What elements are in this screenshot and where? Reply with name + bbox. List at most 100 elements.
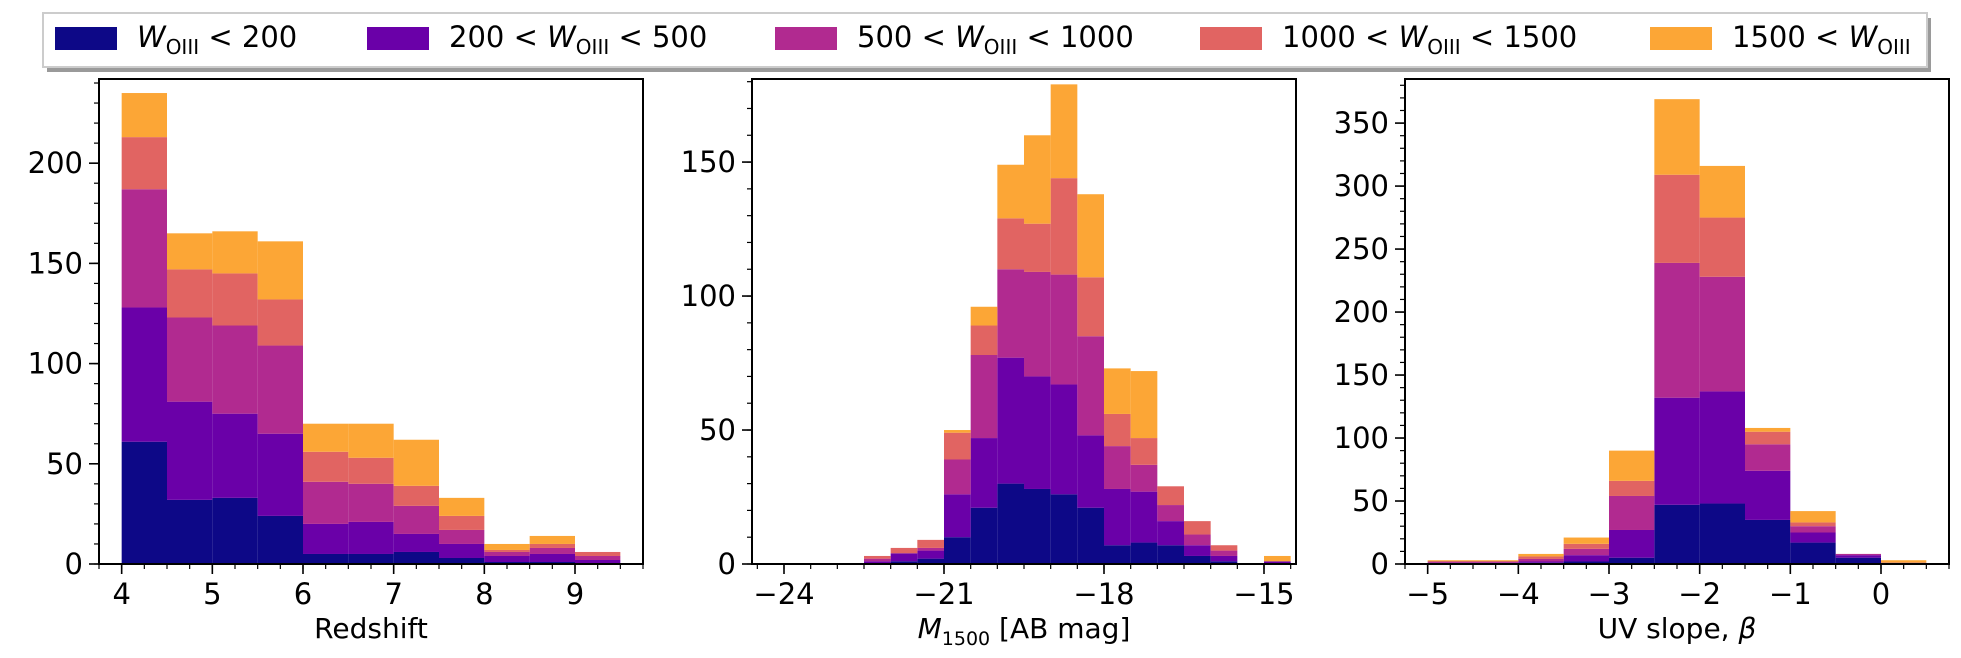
bar-segment [529,561,575,564]
legend-label: 200 < WOIII < 500 [449,20,707,59]
bar-segment [1104,488,1131,546]
bar-segment [484,543,530,550]
bar-segment [529,547,575,554]
bar-segment [167,233,213,270]
bar-segment [484,549,530,552]
legend-entry: 1000 < WOIII < 1500 [1200,20,1577,59]
bar-segment [1104,545,1131,564]
legend-lower-bound: 200 [449,20,504,54]
bar-segment [944,537,971,564]
bar-segment [439,529,485,544]
bar-segment [970,325,998,355]
bar-segment [1790,522,1836,527]
bar-segment [1024,223,1051,272]
x-tick-label: −5 [1406,577,1449,611]
bar-segment [212,325,258,414]
bar-segment [1077,435,1104,508]
bar-segment [890,553,918,562]
bar-segment [121,307,167,442]
bar-segment [1024,135,1051,224]
x-tick-label: −1 [1769,577,1812,611]
bar-segment [167,499,213,564]
x-tick-label: 6 [294,577,312,611]
bar-segment [1699,217,1745,277]
bar-segment [393,533,439,552]
bar-segment [917,558,944,564]
bar-segment [970,354,998,439]
y-tick-label: 50 [1352,484,1389,518]
x-tick-label: 7 [384,577,402,611]
y-tick-label: 200 [1334,295,1389,329]
bar-segment [1518,558,1564,562]
legend-frame [42,12,1928,68]
bar-segment [1881,560,1927,563]
bar-segment [1654,174,1700,263]
x-axis-label-subscript: 1500 [942,628,990,650]
bar-segment [121,137,167,190]
bar-segment [257,515,303,564]
bar-segment [1024,488,1051,564]
bar-segment [1264,555,1291,562]
x-tick-label: 8 [475,577,493,611]
bar-segment [1654,504,1700,564]
bar-segment [1609,480,1655,496]
bar-segment [890,547,918,554]
bar-segment [1609,529,1655,558]
bar-segment [439,557,485,564]
y-tick-label: 300 [1334,169,1389,203]
bar-segment [348,423,394,458]
bar-segment [529,553,575,562]
bar-segment [1654,397,1700,505]
bar-segment [1210,555,1238,562]
bar-segment [575,559,621,564]
legend-operator: < [1017,20,1060,54]
x-tick-label: −4 [1497,577,1540,611]
bar-segment [944,430,971,433]
bar-segment [1699,165,1745,218]
legend-w-subscript: OIII [166,35,199,59]
bar-segment [303,451,349,482]
bar-segment [348,521,394,554]
bar-segment [121,93,167,138]
bar-segment [1130,438,1158,465]
bar-segment [890,561,918,564]
x-axis-label-unit: [AB mag] [990,612,1130,645]
y-tick-label: 50 [46,447,83,481]
legend-w-symbol: W [1399,20,1429,54]
y-tick-label: 100 [681,279,736,313]
bar-segment [1130,464,1158,492]
bar-segment [1210,550,1238,556]
legend-swatch [1650,27,1712,50]
bar-segment [1790,532,1836,543]
bar-segment [393,439,439,486]
bar-segment [944,432,971,460]
bar-segment [484,555,530,562]
bar-segment [1835,553,1881,556]
bar-segment [167,269,213,318]
bar-segment [1699,391,1745,504]
legend-items: WOIII < 200 200 < WOIII < 500 500 < WOIII … [55,20,1911,59]
legend-swatch [775,27,837,50]
legend-label: 1500 < WOIII [1732,20,1911,59]
bar-segment [1130,371,1158,439]
bar-segment [917,539,944,548]
bar-segment [970,438,998,508]
x-axis-label-text: UV slope, [1598,612,1739,645]
x-tick-label: −15 [1233,577,1294,611]
bar-segment [1563,555,1609,562]
bar-segment [970,507,998,564]
bar-segment [864,555,891,559]
bar-segment [1077,194,1104,278]
bar-segment [997,269,1024,358]
bar-segment [1835,555,1881,558]
legend-upper-bound: 500 [652,20,707,54]
bar-segment [1518,561,1564,563]
bar-segment [1790,511,1836,523]
bar-segment [864,561,891,564]
bar-segment [917,550,944,559]
bar-segment [1157,505,1184,522]
bar-segment [997,483,1024,564]
bar-segment [970,306,998,326]
bar-segment [212,273,258,326]
